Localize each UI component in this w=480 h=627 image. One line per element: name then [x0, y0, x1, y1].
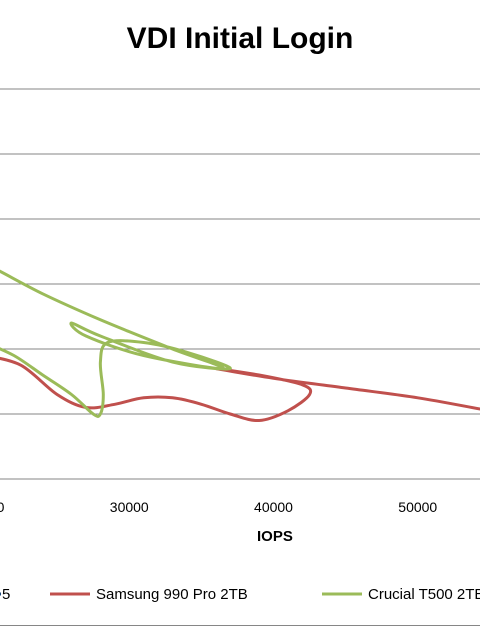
series-line-2: [0, 269, 232, 418]
chart-title: VDI Initial Login: [126, 22, 354, 55]
x-tick-label-30000: 30000: [110, 499, 149, 515]
x-tick-label-40000: 40000: [254, 499, 293, 515]
x-axis-title: IOPS: [257, 528, 293, 545]
legend-label-3: Crucial T500 2TB: [368, 586, 480, 603]
x-tick-label-50000: 50000: [398, 499, 437, 515]
legend-label-2: Samsung 990 Pro 2TB: [96, 586, 248, 603]
legend-label-1: 5: [2, 586, 10, 603]
series-line-1: [0, 356, 480, 423]
x-tick-label-20000: 20000: [0, 499, 5, 515]
